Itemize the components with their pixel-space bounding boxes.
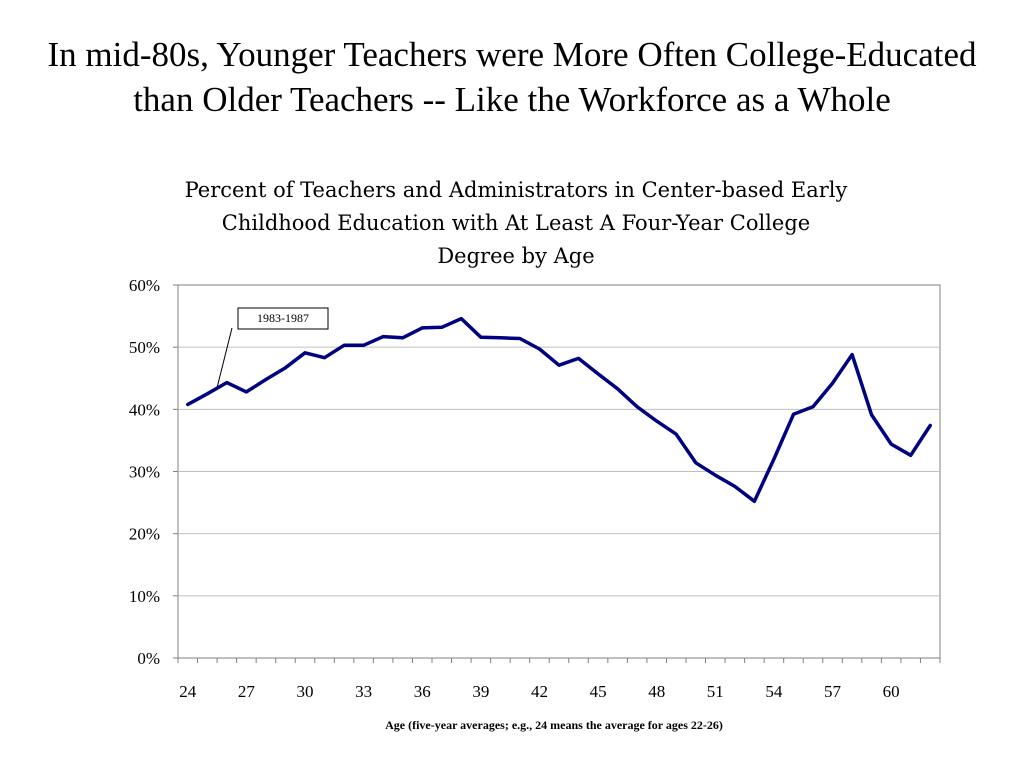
x-tick-label: 24 bbox=[179, 682, 197, 701]
annotation-leader-line bbox=[216, 327, 233, 388]
y-tick-label: 50% bbox=[129, 338, 160, 357]
x-tick-label: 54 bbox=[765, 682, 783, 701]
y-tick-label: 20% bbox=[129, 525, 160, 544]
y-tick-label: 60% bbox=[129, 276, 160, 295]
x-tick-label: 36 bbox=[414, 682, 431, 701]
slide-title: In mid-80s, Younger Teachers were More O… bbox=[47, 35, 977, 119]
gridlines bbox=[178, 346, 940, 597]
x-axis: 24 27 30 33 36 39 42 45 48 51 54 57 60 bbox=[177, 658, 941, 701]
y-axis: 0% 10% 20% 30% 40% 50% 60% bbox=[129, 276, 178, 668]
y-tick-label: 30% bbox=[129, 463, 160, 482]
x-tick-label: 30 bbox=[297, 682, 314, 701]
annotation-label: 1983-1987 bbox=[257, 311, 309, 325]
series-annotation: 1983-1987 bbox=[216, 307, 329, 388]
x-tick-label: 42 bbox=[531, 682, 548, 701]
x-tick-label: 39 bbox=[472, 682, 489, 701]
x-tick-label: 48 bbox=[648, 682, 665, 701]
y-tick-label: 0% bbox=[137, 649, 160, 668]
x-tick-label: 27 bbox=[238, 682, 256, 701]
chart-title: Percent of Teachers and Administrators i… bbox=[184, 178, 848, 268]
x-tick-label: 57 bbox=[824, 682, 842, 701]
series-line-1983-1987 bbox=[186, 316, 932, 504]
x-tick-label: 45 bbox=[590, 682, 607, 701]
x-tick-label: 33 bbox=[355, 682, 372, 701]
x-tick-label: 51 bbox=[707, 682, 724, 701]
y-tick-label: 40% bbox=[129, 400, 160, 419]
x-tick-label: 60 bbox=[883, 682, 900, 701]
x-axis-label: Age (five-year averages; e.g., 24 means … bbox=[385, 718, 723, 732]
y-tick-label: 10% bbox=[129, 587, 160, 606]
annotation-label-box bbox=[237, 307, 329, 330]
